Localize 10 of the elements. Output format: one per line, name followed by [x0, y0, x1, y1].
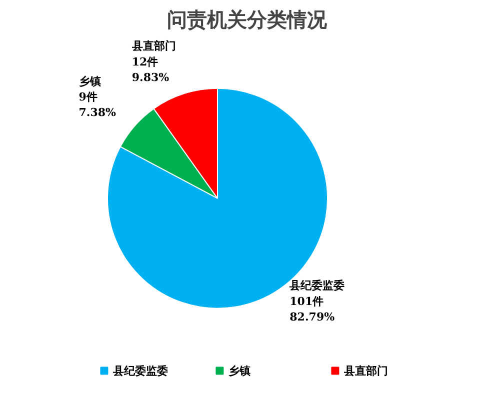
- chart-title: 问责机关分类情况: [167, 8, 328, 32]
- data-label: 12件 9.83%: [132, 55, 170, 84]
- data-label: 9件 7.38%: [78, 90, 117, 120]
- legend-label: 乡镇: [228, 364, 250, 378]
- legend-label: 县纪委监委: [112, 364, 168, 378]
- slice-label: 乡镇: [78, 74, 101, 88]
- slice-label: 县纪委监委: [288, 279, 345, 292]
- slice-label: 县直部门: [130, 40, 176, 53]
- data-label: 101件 82.79%: [290, 294, 336, 324]
- legend-label: 县直部门: [343, 364, 388, 378]
